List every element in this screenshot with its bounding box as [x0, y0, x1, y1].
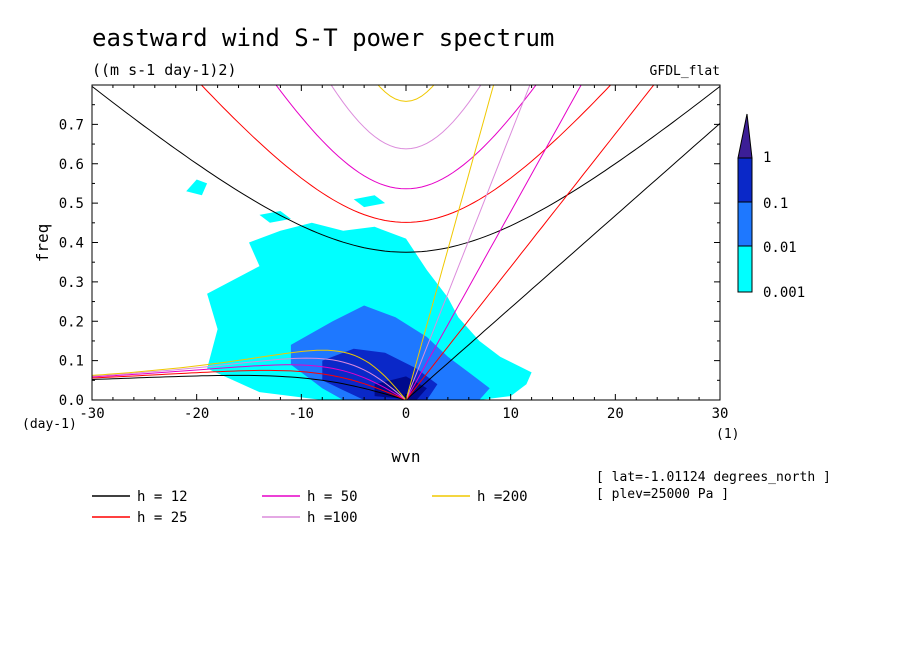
y-tick-label: 0.6	[59, 157, 84, 173]
x-axis-label: wvn	[392, 447, 421, 466]
x-tick-label: 0	[402, 406, 410, 422]
gravity-curve-h50	[275, 85, 537, 190]
rossby-curve-h100	[92, 357, 407, 400]
colorbar-label: 1	[763, 150, 771, 166]
y-tick-label: 0.2	[59, 314, 84, 330]
colorbar-label: 0.001	[763, 285, 805, 301]
axes-layer: -30 -20 -10 0 10 20 30 0.0 0.1 0.2 0.3 0.4 0.5 0.6 0.7	[59, 85, 729, 422]
dispersion-curve-layer	[92, 85, 720, 400]
rossby-curve-h25	[92, 369, 407, 400]
chart-title: eastward wind S-T power spectrum	[92, 24, 554, 52]
x-tick-label: 10	[502, 406, 519, 422]
x-unit-label: (1)	[716, 427, 739, 442]
legend-label: h =100	[307, 510, 358, 526]
y-axis-label: freq	[33, 224, 52, 263]
y-tick-label: 0.0	[59, 393, 84, 409]
y-unit-label: (day-1)	[22, 417, 77, 432]
contour-region-2	[259, 211, 291, 223]
kelvin-curve-h25	[405, 85, 655, 400]
x-tick-label: -30	[79, 406, 104, 422]
colorbar-band	[737, 201, 753, 247]
kelvin-curve-h200	[405, 85, 495, 400]
rossby-curve-h50	[92, 364, 407, 400]
legend-label: h = 12	[137, 489, 188, 505]
x-tick-label: -10	[289, 406, 314, 422]
colorbar-band	[737, 245, 753, 293]
x-tick-label: -20	[184, 406, 209, 422]
x-tick-label: 30	[712, 406, 729, 422]
legend-label: h =200	[477, 489, 528, 505]
colorbar-label: 0.01	[763, 240, 797, 256]
y-tick-label: 0.7	[59, 117, 84, 133]
legend-label: h = 25	[137, 510, 188, 526]
colorbar-band	[737, 157, 753, 203]
legend: h = 12 h = 25 h = 50 h =100 h =200	[92, 489, 528, 526]
y-tick-label: 0.3	[59, 275, 84, 291]
gravity-curve-h25	[200, 85, 612, 223]
annotation-plev: [ plev=25000 Pa ]	[596, 487, 729, 502]
dataset-label: GFDL_flat	[650, 64, 720, 79]
annotation-lat: [ lat=-1.01124 degrees_north ]	[596, 470, 831, 485]
colorbar-label: 0.1	[763, 196, 788, 212]
contour-fill-layer	[186, 179, 532, 400]
contour-region-1	[186, 179, 208, 196]
gravity-curve-h12	[92, 86, 720, 253]
rossby-curve-h12	[92, 374, 407, 400]
contour-region-3	[353, 195, 386, 208]
x-tick-label: 20	[607, 406, 624, 422]
y-tick-label: 0.5	[59, 196, 84, 212]
y-tick-label: 0.1	[59, 354, 84, 370]
kelvin-curve-h12	[405, 123, 720, 400]
y-tick-label: 0.4	[59, 236, 84, 252]
kelvin-curve-h50	[405, 85, 582, 400]
kelvin-curve-h100	[405, 85, 531, 400]
contour-region-6	[374, 376, 427, 400]
colorbar-arrow	[737, 113, 753, 159]
legend-label: h = 50	[307, 489, 358, 505]
gravity-curve-h200	[377, 85, 435, 102]
rossby-curve-h200	[92, 349, 407, 400]
colorbar: 0.001 0.01 0.1 1	[737, 113, 805, 301]
chart-subtitle: ((m s-1 day-1)2)	[92, 61, 237, 79]
gravity-curve-h100	[330, 85, 482, 150]
